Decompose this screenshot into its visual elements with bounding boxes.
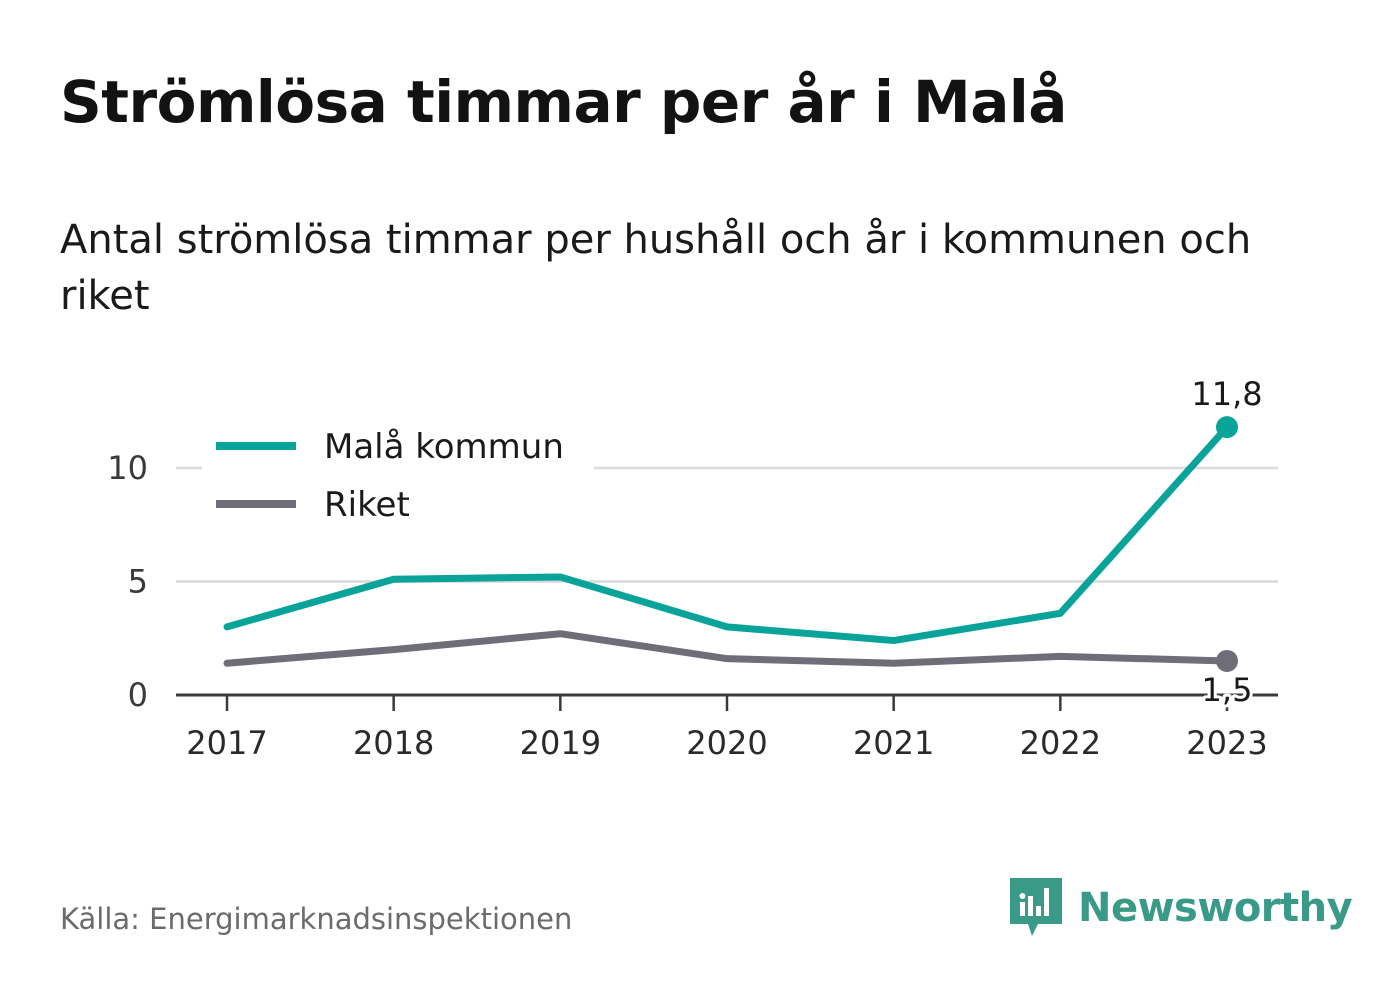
x-tick-label: 2019 xyxy=(520,724,601,762)
series-line-riket xyxy=(223,630,1231,667)
x-tick-label: 2021 xyxy=(853,724,934,762)
axes: 0 5 10 2017 2018 2019 2020 2021 2022 2023 xyxy=(107,449,1278,762)
legend-label: Malå kommun xyxy=(324,427,564,467)
y-tick-label: 10 xyxy=(107,449,148,487)
series-line-mala xyxy=(223,423,1231,645)
end-point-marker xyxy=(1216,649,1238,672)
legend: Malå kommun Riket xyxy=(202,418,594,530)
x-tick-label: 2018 xyxy=(353,724,434,762)
series-lines xyxy=(223,416,1238,672)
data-labels: 1,5 11,8 xyxy=(1188,372,1265,712)
brand-logo: Newsworthy xyxy=(1010,878,1353,938)
chart-subtitle: Antal strömlösa timmar per hushåll och å… xyxy=(60,217,1252,319)
x-tick-label: 2022 xyxy=(1020,724,1101,762)
x-tick-label: 2023 xyxy=(1186,724,1267,762)
chart-title: Strömlösa timmar per år i Malå xyxy=(60,68,1067,136)
y-tick-label: 5 xyxy=(128,563,148,601)
end-value-label: 11,8 xyxy=(1191,375,1262,413)
legend-label: Riket xyxy=(324,485,410,525)
source-note: Källa: Energimarknadsinspektionen xyxy=(60,902,573,936)
brand-name: Newsworthy xyxy=(1078,885,1353,931)
newsworthy-logo-icon xyxy=(1010,878,1062,936)
legend-background xyxy=(202,418,594,530)
y-tick-label: 0 xyxy=(128,676,148,714)
x-tick-label: 2020 xyxy=(686,724,767,762)
end-value-label: 1,5 xyxy=(1202,671,1253,709)
end-point-marker xyxy=(1216,416,1238,439)
x-tick-label: 2017 xyxy=(186,724,267,762)
